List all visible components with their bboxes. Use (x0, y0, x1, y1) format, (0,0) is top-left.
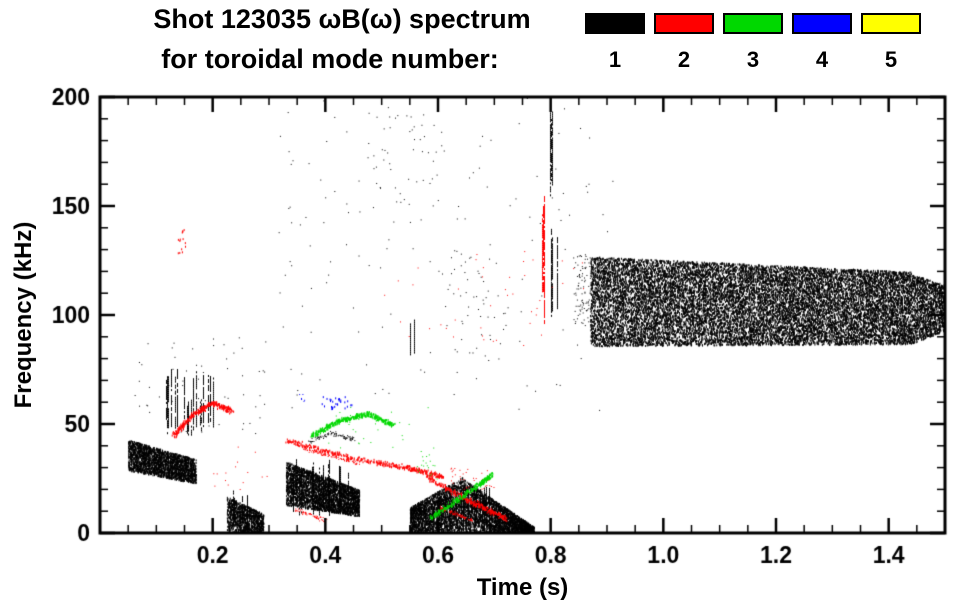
legend-swatch-mode-3 (723, 13, 783, 34)
legend-swatch-mode-2 (654, 13, 714, 34)
legend-swatch-mode-5 (861, 13, 921, 34)
legend-label: 1 (608, 47, 622, 72)
legend-label: 2 (677, 47, 691, 72)
y-axis-label: Frequency (kHz) (10, 221, 37, 409)
chart-title: Shot 123035 ωB(ω) spectrum (153, 4, 531, 34)
legend-swatch-mode-1 (585, 13, 645, 34)
x-axis-label: Time (s) (476, 574, 569, 601)
chart-subtitle: for toroidal mode number: (161, 44, 499, 74)
legend-swatch-mode-4 (792, 13, 852, 34)
legend-label: 4 (815, 47, 829, 72)
legend (585, 13, 921, 34)
legend-label: 5 (884, 47, 898, 72)
legend-labels: 1 2 3 4 5 (585, 47, 921, 73)
legend-label: 3 (746, 47, 760, 72)
